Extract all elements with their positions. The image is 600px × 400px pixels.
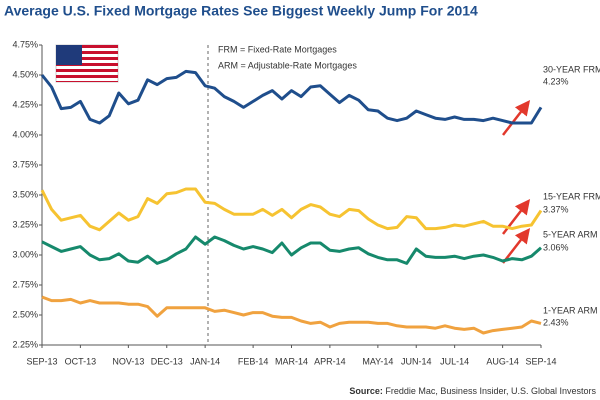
chart-title: Average U.S. Fixed Mortgage Rates See Bi… xyxy=(4,3,478,19)
arrows xyxy=(502,100,531,264)
y-tick-label: 4.25% xyxy=(12,99,38,109)
value-label: 2.43% xyxy=(543,317,569,327)
y-tick-label: 3.00% xyxy=(12,249,38,259)
flag xyxy=(55,44,119,83)
y-tick-label: 3.75% xyxy=(12,159,38,169)
y-tick-label: 4.50% xyxy=(12,69,38,79)
x-tick-label: NOV-13 xyxy=(112,356,144,366)
y-tick-label: 2.50% xyxy=(12,309,38,319)
x-tick-label: APR-14 xyxy=(314,356,346,366)
value-label: 3.06% xyxy=(543,242,569,252)
source-label: Source: xyxy=(349,386,383,396)
series-line xyxy=(41,235,542,265)
y-tick-label: 3.25% xyxy=(12,219,38,229)
series-label: 15-YEAR FRM xyxy=(543,191,600,201)
x-tick-label: JUL-14 xyxy=(440,356,469,366)
series-label: 30-YEAR FRM xyxy=(543,64,600,74)
series-line xyxy=(40,187,543,232)
y-tick-label: 2.25% xyxy=(12,339,38,349)
y-tick-label: 4.75% xyxy=(12,39,38,49)
annotation: FRM = Fixed-Rate Mortgages xyxy=(218,44,337,54)
x-tick-label: SEP-14 xyxy=(525,356,556,366)
x-tick-label: JUN-14 xyxy=(401,356,432,366)
y-tick-label: 3.50% xyxy=(12,189,38,199)
y-tick-label: 2.75% xyxy=(12,279,38,289)
source: Source: Freddie Mac, Business Insider, U… xyxy=(349,386,596,396)
x-tick-label: DEC-13 xyxy=(151,356,183,366)
x-tick-label: MAY-14 xyxy=(362,356,393,366)
annotation: ARM = Adjustable-Rate Mortgages xyxy=(218,60,357,70)
x-tick-label: FEB-14 xyxy=(238,356,269,366)
y-tick-label: 4.00% xyxy=(12,129,38,139)
source-text: Freddie Mac, Business Insider, U.S. Glob… xyxy=(385,386,596,396)
value-label: 4.23% xyxy=(543,76,569,86)
x-tick-label: OCT-13 xyxy=(65,356,97,366)
x-tick-label: AUG-14 xyxy=(486,356,519,366)
series-line xyxy=(40,69,543,125)
x-tick-label: JAN-14 xyxy=(190,356,220,366)
x-tick-label: MAR-14 xyxy=(275,356,308,366)
x-tick-label: SEP-13 xyxy=(26,356,57,366)
value-label: 3.37% xyxy=(543,204,569,214)
series-label: 1-YEAR ARM xyxy=(543,305,598,315)
series-line xyxy=(41,295,542,335)
series-label: 5-YEAR ARM xyxy=(543,229,598,239)
